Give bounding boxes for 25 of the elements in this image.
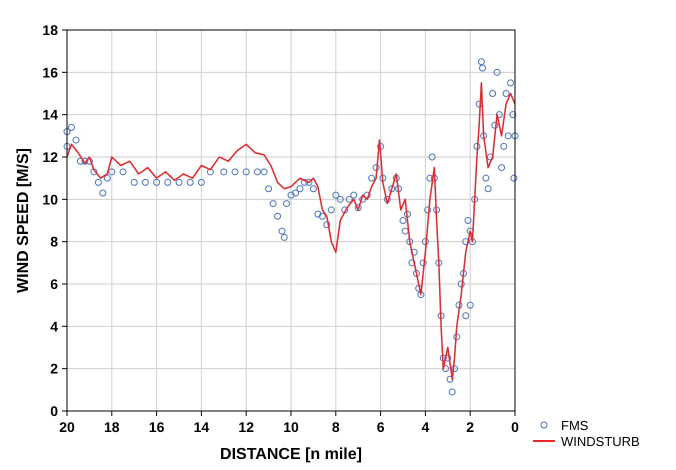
- x-tick-label: 6: [376, 419, 385, 435]
- x-tick-label: 16: [148, 419, 165, 435]
- y-tick-label: 12: [42, 149, 58, 165]
- y-tick-label: 10: [42, 191, 58, 208]
- y-tick-label: 6: [50, 276, 58, 292]
- y-tick-label: 8: [50, 234, 58, 250]
- x-tick-label: 12: [238, 419, 254, 435]
- y-tick-label: 4: [50, 318, 58, 334]
- y-tick-label: 18: [42, 22, 58, 38]
- legend-label: FMS: [561, 418, 589, 433]
- y-tick-label: 0: [50, 403, 58, 419]
- x-axis-title: DISTANCE [n mile]: [220, 446, 362, 463]
- legend-label: WINDSTURB: [561, 434, 640, 449]
- y-axis-title: WIND SPEED [M/S]: [15, 148, 32, 293]
- y-tick-label: 14: [42, 106, 58, 123]
- x-tick-label: 14: [194, 419, 210, 435]
- x-tick-label: 0: [511, 419, 520, 435]
- x-tick-label: 18: [104, 419, 120, 435]
- x-tick-label: 10: [283, 419, 299, 435]
- x-tick-label: 2: [466, 419, 474, 435]
- x-tick-label: 4: [422, 419, 430, 435]
- y-tick-label: 16: [42, 64, 58, 80]
- y-tick-label: 2: [50, 360, 58, 377]
- x-tick-label: 20: [59, 419, 75, 435]
- x-tick-label: 8: [332, 419, 340, 435]
